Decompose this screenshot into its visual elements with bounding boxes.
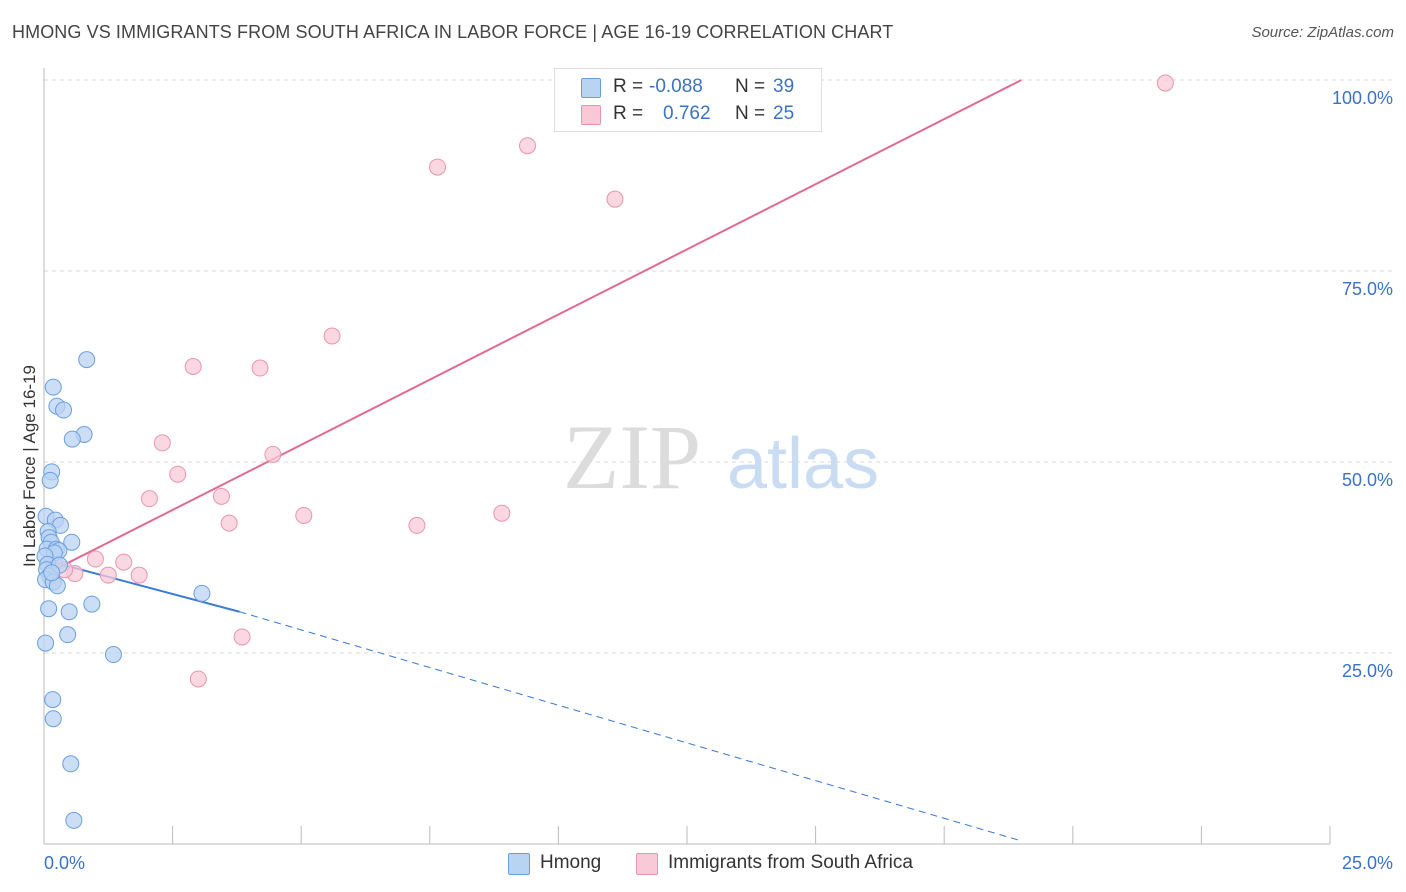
axes xyxy=(43,68,1331,845)
bottom-legend-swatch-hmong xyxy=(508,853,530,875)
chart-title: HMONG VS IMMIGRANTS FROM SOUTH AFRICA IN… xyxy=(12,22,894,42)
watermark-atlas: atlas xyxy=(727,424,879,504)
legend-r-value-hmong: -0.088 xyxy=(649,76,703,97)
y-tick-label: 50.0% xyxy=(1342,470,1393,490)
point-south-africa xyxy=(264,445,282,463)
point-south-africa xyxy=(212,487,230,505)
point-hmong xyxy=(41,471,59,489)
legend-n-label: N = xyxy=(735,76,766,97)
point-hmong xyxy=(44,710,62,728)
point-south-africa xyxy=(323,327,341,345)
legend-n-value-hmong: 39 xyxy=(773,76,795,97)
trendline-south-africa xyxy=(43,79,1022,576)
source-label: Source: ZipAtlas.com xyxy=(1251,24,1394,41)
trendline-hmong-extension xyxy=(239,611,1022,842)
point-hmong xyxy=(83,595,101,613)
point-hmong xyxy=(37,634,55,652)
point-hmong xyxy=(63,533,81,551)
point-south-africa xyxy=(220,514,238,532)
point-hmong xyxy=(60,603,78,621)
point-hmong xyxy=(63,430,81,448)
point-hmong xyxy=(40,600,58,618)
point-hmong xyxy=(59,626,77,644)
y-tick-label: 75.0% xyxy=(1342,279,1393,299)
data-points xyxy=(36,74,1174,829)
y-tick-label: 100.0% xyxy=(1332,88,1393,108)
x-tick-label-max: 25.0% xyxy=(1342,853,1393,873)
legend-r-label: R = xyxy=(613,103,644,124)
point-hmong xyxy=(65,811,83,829)
bottom-legend-label-sa: Immigrants from South Africa xyxy=(668,852,913,873)
tick-labels: 25.0% 50.0% 75.0% 100.0% 0.0% 25.0% xyxy=(44,88,1393,873)
point-hmong xyxy=(104,646,122,664)
point-south-africa xyxy=(606,190,624,208)
point-south-africa xyxy=(86,550,104,568)
point-hmong xyxy=(44,378,62,396)
watermark-zip: ZIP xyxy=(563,406,701,508)
legend-n-label: N = xyxy=(735,103,766,124)
point-hmong xyxy=(55,401,73,419)
point-south-africa xyxy=(130,566,148,584)
point-hmong xyxy=(43,564,61,582)
legend-n-value-sa: 25 xyxy=(773,103,795,124)
legend-r-label: R = xyxy=(613,76,644,97)
point-south-africa xyxy=(140,490,158,508)
bottom-legend-label-hmong: Hmong xyxy=(540,852,602,873)
point-south-africa xyxy=(429,158,447,176)
point-south-africa xyxy=(251,359,269,377)
point-south-africa xyxy=(519,137,537,155)
point-hmong xyxy=(44,691,62,709)
legend-swatch-hmong xyxy=(581,78,601,98)
point-south-africa xyxy=(189,670,207,688)
point-south-africa xyxy=(153,434,171,452)
gridlines xyxy=(44,79,1392,654)
point-south-africa xyxy=(233,628,251,646)
point-south-africa xyxy=(184,358,202,375)
stats-legend: R = -0.088 N = 39 R = 0.762 N = 25 xyxy=(554,68,822,132)
point-hmong xyxy=(78,351,96,369)
watermark: ZIP atlas xyxy=(563,406,879,508)
point-hmong xyxy=(193,584,211,602)
point-south-africa xyxy=(493,504,511,522)
point-hmong xyxy=(62,755,80,773)
legend-swatch-sa xyxy=(581,105,601,125)
bottom-legend-swatch-sa xyxy=(636,853,658,875)
point-south-africa xyxy=(1156,74,1174,92)
point-south-africa xyxy=(408,516,426,534)
legend-r-value-sa: 0.762 xyxy=(663,103,711,124)
point-south-africa xyxy=(99,566,117,584)
x-tick-label-min: 0.0% xyxy=(44,853,85,873)
y-tick-label: 25.0% xyxy=(1342,661,1393,681)
point-south-africa xyxy=(169,465,187,483)
point-south-africa xyxy=(115,553,133,571)
point-south-africa xyxy=(295,506,313,524)
